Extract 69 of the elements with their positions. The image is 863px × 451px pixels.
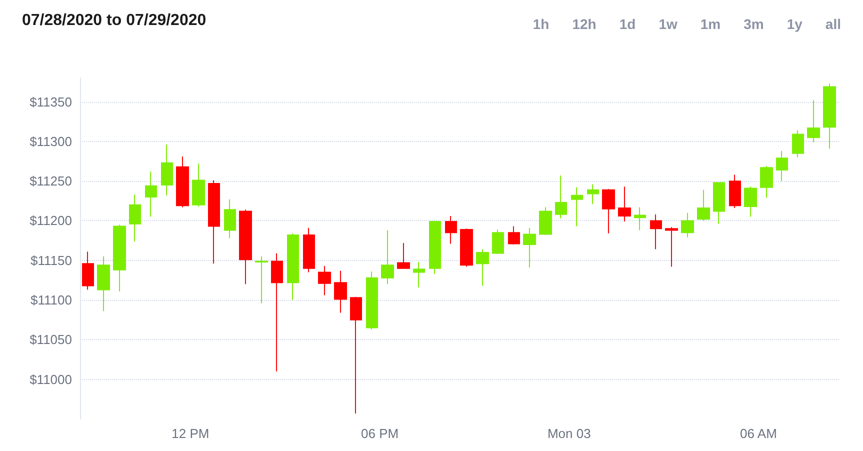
candlestick (744, 186, 757, 218)
y-tick-label: $11200 (30, 213, 72, 228)
candlestick (792, 130, 804, 158)
candlestick (460, 228, 473, 268)
candlestick (224, 198, 236, 239)
candlestick (555, 175, 567, 219)
y-tick-label: $11300 (30, 134, 72, 149)
candlestick (823, 83, 836, 150)
candlestick (681, 212, 694, 238)
candlestick (271, 252, 283, 372)
candlestick (397, 242, 410, 269)
candlestick (523, 227, 536, 268)
candlestick (350, 296, 362, 414)
candlestick (113, 224, 126, 292)
y-tick-label: $11050 (30, 332, 72, 348)
candlestick (602, 188, 615, 234)
y-tick-label: $11100 (30, 292, 72, 308)
y-tick-label: $11000 (30, 372, 72, 387)
candlestick (508, 226, 520, 246)
candlestick (429, 221, 441, 274)
candlestick (176, 156, 189, 208)
x-tick-label: Mon 03 (547, 426, 591, 441)
candlestick (255, 256, 268, 304)
candlestick (381, 230, 394, 285)
candlestick (492, 228, 504, 255)
y-tick-label: $11350 (30, 94, 72, 110)
candlestick (807, 100, 820, 143)
candlestick (697, 189, 710, 222)
text: 1w (658, 15, 678, 34)
candlestick (129, 194, 141, 242)
candlestick (192, 163, 205, 207)
candlestick (587, 184, 599, 205)
candlestick (539, 206, 552, 236)
candlestick (665, 226, 678, 268)
text: 3m (742, 15, 765, 34)
candlestick (634, 206, 646, 231)
candlestick (618, 186, 631, 222)
x-tick-label: 06 AM (740, 426, 777, 441)
text: 1d (618, 15, 637, 34)
y-tick-label: $11150 (30, 252, 72, 268)
candlestick (303, 227, 315, 273)
candlestick (413, 261, 425, 288)
candlestick (476, 248, 489, 286)
candlestick (318, 265, 331, 296)
candlestick (97, 256, 110, 312)
text: 12h (571, 15, 598, 34)
candlestick (208, 180, 220, 264)
text: all (824, 15, 842, 34)
candlestick (334, 270, 347, 314)
text: 1h (532, 15, 550, 34)
candlestick (650, 214, 662, 250)
candlestick (287, 232, 299, 301)
x-tick-label: 12 PM (172, 426, 210, 441)
candlestick (571, 186, 583, 227)
x-tick-label: 06 PM (361, 426, 399, 441)
text: 1m (699, 15, 722, 34)
candlestick (776, 150, 788, 182)
y-tick-label: $11250 (30, 174, 72, 189)
candlestick (161, 144, 173, 196)
candlestick (445, 215, 457, 244)
candlestick (239, 209, 252, 285)
candlestick (145, 171, 157, 218)
candlestick (82, 251, 94, 290)
candlestick (366, 271, 378, 330)
chart-title: 07/28/2020 to 07/29/2020 (22, 12, 206, 30)
candlestick (760, 166, 773, 198)
candlestick (713, 182, 725, 224)
candlestick (729, 174, 741, 209)
text: 1y (786, 15, 804, 34)
